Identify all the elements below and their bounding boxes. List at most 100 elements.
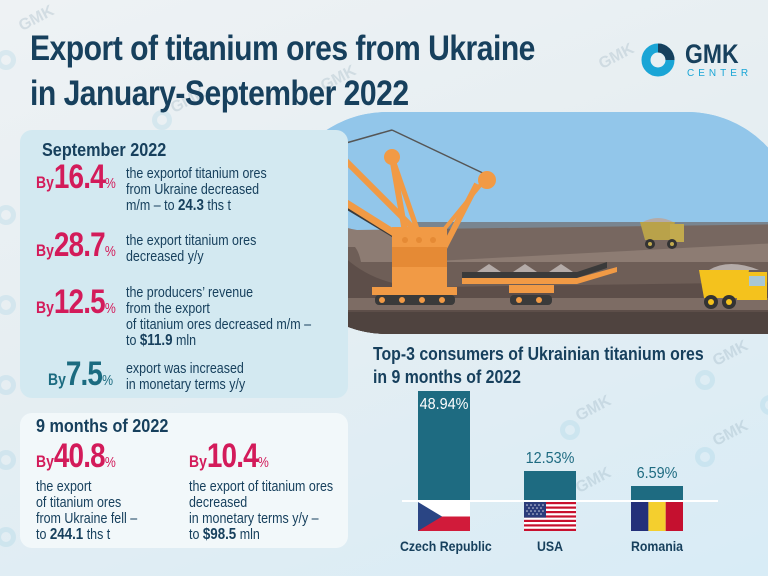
stat-prefix: By xyxy=(36,241,54,260)
czech-flag-icon xyxy=(418,502,470,531)
stat-prefix: By xyxy=(36,298,54,317)
desc-line: from the export xyxy=(126,301,210,317)
gmk-center-logo: GMK CENTER xyxy=(640,39,760,82)
stat-prefix: By xyxy=(36,173,54,192)
watermark-text: GMK xyxy=(709,417,751,450)
desc-value: $98.5 xyxy=(202,526,237,543)
desc-line: export was increased xyxy=(126,361,244,377)
stat-unit: % xyxy=(104,175,116,192)
stat-value: 12.5 xyxy=(53,283,106,321)
september-stat-1-description: the exportof titanium ores from Ukraine … xyxy=(126,166,267,214)
desc-value: 244.1 xyxy=(49,526,84,543)
desc-line: to xyxy=(126,333,140,349)
september-title: September 2022 xyxy=(42,140,167,160)
nine-months-stat-1-description: the export of titanium ores from Ukraine… xyxy=(36,479,137,543)
desc-line: decreased xyxy=(189,495,248,511)
logo-name: GMK xyxy=(685,39,739,69)
watermark-text: GMK xyxy=(572,392,614,425)
watermark-logo-icon xyxy=(695,447,715,467)
desc-line: the exportof titanium ores xyxy=(126,166,267,182)
desc-line: of titanium ores xyxy=(36,495,122,511)
september-stat-3: By12.5% xyxy=(36,283,133,322)
stat-unit: % xyxy=(104,300,116,317)
stat-value: 40.8 xyxy=(53,437,106,475)
september-stat-1: By16.4% xyxy=(36,158,133,197)
watermark-text: GMK xyxy=(709,337,751,370)
desc-line: m/m – to xyxy=(126,198,178,214)
stat-unit: % xyxy=(104,243,116,260)
stat-prefix: By xyxy=(36,452,54,471)
desc-line: mln xyxy=(236,527,260,543)
desc-line: to xyxy=(36,527,50,543)
watermark-logo-icon xyxy=(760,395,768,415)
september-stat-3-description: the producers’ revenue from the export o… xyxy=(126,285,311,349)
september-stat-4: By7.5% xyxy=(48,355,127,394)
usa-flag-icon xyxy=(524,502,576,531)
romania-flag-icon xyxy=(631,502,683,531)
stat-value: 7.5 xyxy=(65,355,103,393)
watermark-logo-icon xyxy=(0,205,16,225)
nine-months-stat-1: By40.8% xyxy=(36,437,133,476)
september-stat-2-description: the export titanium ores decreased y/y xyxy=(126,233,256,265)
bar-label-czech-republic: 48.94% xyxy=(419,396,469,413)
september-stat-2: By28.7% xyxy=(36,226,133,265)
stat-prefix: By xyxy=(48,370,66,389)
chart-title-line-2: in 9 months of 2022 xyxy=(373,367,521,387)
desc-line: to xyxy=(189,527,203,543)
chart-title-line-1: Top-3 consumers of Ukrainian titanium or… xyxy=(373,344,704,364)
stat-unit: % xyxy=(104,454,116,471)
bar-label-romania: 6.59% xyxy=(636,465,678,482)
desc-value: $11.9 xyxy=(139,332,173,349)
desc-line: decreased y/y xyxy=(126,249,204,265)
desc-line: of titanium ores decreased m/m – xyxy=(126,317,312,333)
desc-value: 24.3 xyxy=(177,197,204,214)
desc-line: the producers’ revenue xyxy=(126,285,254,301)
desc-line: mln xyxy=(172,333,197,349)
watermark-logo-icon xyxy=(560,420,580,440)
logo-subtitle: CENTER xyxy=(687,68,753,79)
watermark-logo-icon xyxy=(0,295,16,315)
watermark-logo-icon xyxy=(0,375,16,395)
nine-months-stat-2: By10.4% xyxy=(189,437,286,476)
watermark-text: GMK xyxy=(572,464,614,497)
stat-value: 28.7 xyxy=(53,226,106,264)
watermark-text: GMK xyxy=(595,40,637,73)
september-stat-4-description: export was increased in monetary terms y… xyxy=(126,361,245,393)
stat-value: 16.4 xyxy=(53,158,106,196)
title-line-2: in January-September 2022 xyxy=(30,74,409,113)
chart-baseline xyxy=(402,500,718,502)
desc-line: ths t xyxy=(203,198,231,214)
desc-line: ths t xyxy=(83,527,111,543)
desc-line: the export xyxy=(36,479,92,495)
title-line-1: Export of titanium ores from Ukraine xyxy=(30,29,535,68)
watermark-logo-icon xyxy=(0,450,16,470)
country-label-czech-republic: Czech Republic xyxy=(400,538,492,554)
bar-romania xyxy=(631,486,683,501)
stat-value: 10.4 xyxy=(206,437,259,475)
september-panel xyxy=(20,130,348,398)
desc-line: from Ukraine fell – xyxy=(36,511,138,527)
chart-title: Top-3 consumers of Ukrainian titanium or… xyxy=(373,343,704,389)
nine-months-panel xyxy=(20,413,348,548)
bar-label-usa: 12.53% xyxy=(525,450,575,467)
stat-unit: % xyxy=(102,372,114,389)
watermark-logo-icon xyxy=(0,527,16,547)
bar-czech-republic xyxy=(418,391,470,501)
desc-line: the export titanium ores xyxy=(126,233,257,249)
desc-line: from Ukraine decreased xyxy=(126,182,260,198)
watermark-logo-icon xyxy=(0,50,16,70)
page-title: Export of titanium ores from Ukraine in … xyxy=(30,26,535,116)
desc-line: the export of titanium ores xyxy=(189,479,334,495)
desc-line: in monetary terms y/y – xyxy=(189,511,319,527)
nine-months-stat-2-description: the export of titanium ores decreased in… xyxy=(189,479,333,543)
nine-months-title: 9 months of 2022 xyxy=(36,416,169,436)
stat-prefix: By xyxy=(189,452,207,471)
country-label-usa: USA xyxy=(536,538,564,554)
gmk-logo-icon xyxy=(641,43,675,77)
bucket-wheel-excavator-icon xyxy=(277,112,768,334)
bar-usa xyxy=(524,471,576,501)
desc-line: in monetary terms y/y xyxy=(126,377,246,393)
mining-illustration xyxy=(277,112,768,334)
stat-unit: % xyxy=(257,454,269,471)
country-label-romania: Romania xyxy=(630,538,684,554)
